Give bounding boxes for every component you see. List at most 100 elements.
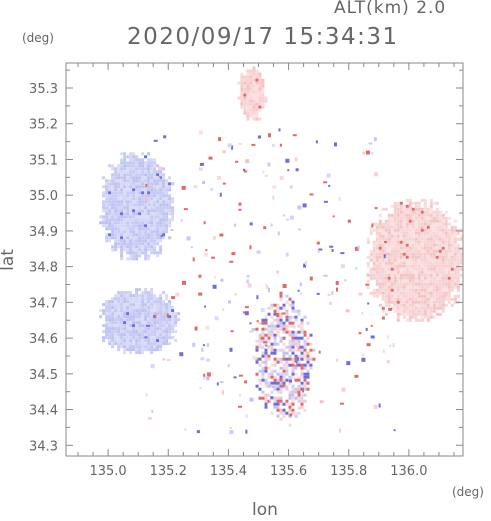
- echo-cell: [117, 339, 121, 343]
- echo-cell: [153, 182, 157, 186]
- echo-cell: [129, 245, 133, 249]
- echo-cell: [165, 306, 169, 310]
- echo-cell: [323, 200, 328, 203]
- echo-cell: [150, 221, 154, 225]
- echo-cell: [105, 209, 109, 213]
- echo-cell: [156, 242, 160, 246]
- echo-cell: [138, 251, 142, 255]
- echo-cell: [162, 358, 166, 361]
- echo-cell: [447, 246, 451, 250]
- echo-cell: [408, 243, 412, 247]
- echo-cell: [375, 234, 379, 238]
- echo-cell: [147, 345, 151, 349]
- echo-cell: [156, 206, 160, 210]
- echo-cell: [141, 212, 145, 216]
- echo-cell: [285, 372, 289, 376]
- echo-cell: [297, 336, 301, 340]
- echo-cell: [147, 318, 151, 322]
- echo-cell: [438, 264, 442, 268]
- echo-cell: [276, 313, 280, 317]
- chart-title: 2020/09/17 15:34:31: [127, 24, 399, 50]
- echo-cell: [249, 87, 253, 91]
- echo-cell: [335, 281, 339, 285]
- echo-cell: [294, 360, 298, 364]
- echo-cell: [150, 333, 154, 337]
- echo-cell: [201, 347, 204, 352]
- echo-cell: [300, 366, 304, 370]
- echo-cell: [402, 231, 406, 235]
- echo-cell: [105, 336, 109, 340]
- echo-cell: [183, 208, 188, 211]
- echo-cell: [147, 254, 151, 258]
- echo-cell: [279, 396, 283, 400]
- echo-cell: [288, 393, 292, 397]
- echo-cell: [270, 324, 274, 328]
- echo-cell: [292, 134, 297, 137]
- echo-cell: [426, 225, 430, 229]
- echo-cell: [297, 411, 301, 415]
- echo-cell: [297, 396, 301, 400]
- echo-cell: [171, 200, 175, 204]
- echo-cell: [238, 374, 243, 377]
- echo-cell: [393, 282, 397, 286]
- echo-cell: [147, 221, 151, 225]
- echo-cell: [405, 228, 409, 232]
- echo-cell: [141, 179, 145, 183]
- echo-cell: [276, 396, 280, 400]
- echo-cell: [396, 291, 400, 295]
- echo-cell: [102, 336, 106, 340]
- echo-cell: [408, 261, 412, 265]
- echo-cell: [135, 291, 139, 295]
- echo-cell: [399, 261, 403, 265]
- echo-cell: [408, 201, 412, 205]
- echo-cell: [249, 96, 253, 100]
- echo-cell: [102, 206, 106, 210]
- echo-cell: [243, 168, 245, 171]
- echo-cell: [252, 108, 256, 112]
- echo-cell: [405, 282, 409, 286]
- echo-cell: [411, 273, 415, 277]
- echo-cell: [288, 318, 292, 322]
- echo-cell: [270, 375, 274, 379]
- echo-cell: [291, 387, 295, 391]
- echo-cell: [270, 321, 274, 325]
- echo-cell: [393, 301, 396, 306]
- echo-cell: [249, 397, 254, 402]
- echo-cell: [165, 339, 169, 343]
- echo-cell: [171, 218, 175, 222]
- echo-cell: [117, 233, 121, 237]
- echo-cell: [174, 321, 178, 325]
- echo-cell: [414, 255, 418, 259]
- echo-cell: [291, 357, 295, 361]
- echo-cell: [102, 309, 106, 313]
- echo-cell: [435, 261, 439, 265]
- echo-cell: [459, 249, 463, 253]
- echo-cell: [381, 261, 385, 265]
- echo-cell: [423, 261, 427, 265]
- echo-cell: [423, 288, 427, 292]
- echo-cell: [432, 210, 436, 214]
- echo-cell: [381, 207, 385, 211]
- echo-cell: [399, 252, 403, 256]
- echo-cell: [399, 303, 403, 307]
- echo-cell: [429, 231, 433, 235]
- echo-cell: [132, 164, 136, 168]
- echo-cell: [417, 219, 421, 223]
- echo-cell: [429, 267, 433, 271]
- echo-cell: [319, 400, 324, 404]
- echo-cell: [123, 182, 127, 186]
- echo-cell: [369, 273, 373, 277]
- echo-cell: [126, 300, 130, 304]
- echo-cell: [117, 300, 121, 304]
- echo-cell: [132, 257, 136, 261]
- echo-cell: [450, 279, 454, 283]
- echo-cell: [135, 303, 139, 307]
- echo-cell: [144, 321, 148, 325]
- echo-cell: [309, 357, 313, 361]
- echo-cell: [423, 237, 427, 241]
- echo-cell: [456, 276, 460, 280]
- echo-cell: [435, 216, 439, 220]
- echo-cell: [378, 291, 382, 295]
- echo-cell: [114, 209, 118, 213]
